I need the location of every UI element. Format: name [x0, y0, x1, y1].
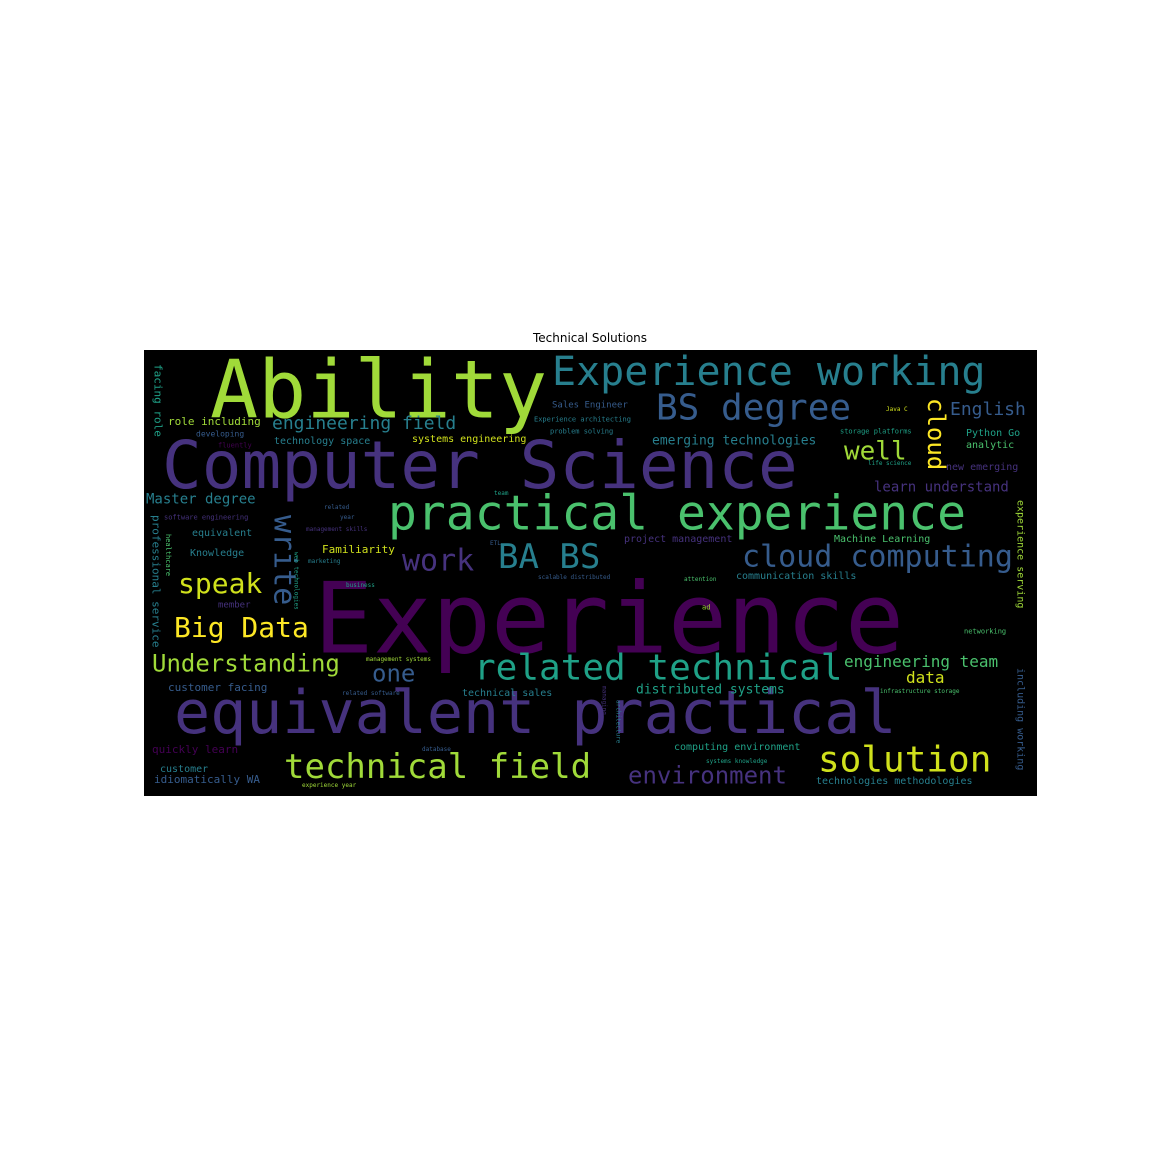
cloud-word-computing-environment: computing environment	[674, 742, 800, 753]
cloud-word-scalable-distributed: scalable distributed	[538, 574, 611, 581]
cloud-word-computer-science: Computer Science	[162, 427, 798, 504]
word-cloud: Experience Computer Science Ability equival…	[144, 350, 1037, 796]
cloud-word-project-management: project management	[624, 534, 732, 545]
cloud-word-technologies-methodologies: technologies methodologies	[816, 776, 973, 787]
cloud-word-one: one	[372, 660, 415, 688]
cloud-word-experience: Experience	[314, 562, 904, 676]
cloud-word-problem-solving: problem solving	[550, 428, 613, 436]
cloud-word-marketing: marketing	[308, 558, 341, 565]
cloud-word-equivalent-practical: equivalent practical	[174, 678, 896, 748]
cloud-word-java-c: Java C	[886, 406, 908, 413]
cloud-word-distributed-systems: distributed systems	[636, 683, 785, 698]
cloud-word-facing-role: facing role	[152, 364, 165, 437]
cloud-word-ba-bs: BA BS	[498, 537, 600, 577]
cloud-word-communication-skills: communication skills	[736, 571, 856, 582]
cloud-word-related-technical: related technical	[474, 648, 842, 689]
cloud-word-member: member	[218, 600, 251, 610]
cloud-word-role-including: role including	[168, 415, 261, 428]
cloud-word-bs-degree: BS degree	[656, 388, 851, 429]
cloud-word-attention: attention	[684, 576, 717, 583]
cloud-word-sales-engineer: Sales Engineer	[552, 400, 628, 410]
cloud-word-developing: developing	[196, 430, 244, 439]
cloud-word-familiarity: Familiarity	[322, 543, 395, 556]
cloud-word-storage-platforms: storage platforms	[840, 428, 912, 436]
cloud-word-cloud: cloud	[922, 398, 950, 470]
cloud-word-machine-learning: Machine Learning	[834, 534, 930, 545]
cloud-word-practical-experience: practical experience	[388, 485, 966, 541]
cloud-word-knowledge: Knowledge	[190, 548, 244, 559]
cloud-word-healthcare: healthcare	[164, 534, 172, 576]
cloud-word-english: English	[950, 399, 1026, 420]
cloud-word-infrastructure-storage: infrastructure storage	[880, 688, 960, 695]
cloud-word-technical-field: technical field	[284, 747, 591, 787]
cloud-word-work: work	[402, 544, 474, 579]
cloud-word-write: write	[267, 515, 302, 605]
cloud-word-management-skills: management skills	[306, 526, 368, 533]
cloud-word-master-degree: Master degree	[146, 491, 256, 507]
cloud-word-equivalent: equivalent	[192, 528, 252, 539]
cloud-word-year: year	[340, 514, 355, 521]
cloud-word-managing: managing	[601, 686, 608, 715]
cloud-word-experience-year: experience year	[302, 782, 357, 789]
cloud-word-well: well	[844, 436, 907, 466]
cloud-word-technical-sales: technical sales	[462, 688, 552, 699]
cloud-word-including-working: including working	[1015, 668, 1026, 770]
cloud-word-analytic: analytic	[966, 440, 1014, 451]
cloud-word-experience-architecting: Experience architecting	[534, 416, 631, 424]
cloud-word-ad: ad	[702, 604, 710, 612]
figure-title: Technical Solutions	[532, 331, 648, 345]
cloud-word-team: team	[494, 490, 509, 497]
cloud-word-environment: environment	[628, 762, 787, 790]
cloud-word-idiomatically-wa: idiomatically WA	[154, 773, 260, 786]
cloud-word-systems-knowledge: systems knowledge	[706, 758, 768, 765]
cloud-word-understanding: Understanding	[152, 650, 340, 678]
cloud-word-cloud-computing: cloud computing	[742, 540, 1013, 575]
cloud-word-architecture: architecture	[615, 700, 622, 744]
cloud-word-professional-service: professional service	[150, 515, 163, 647]
cloud-word-big-data: Big Data	[174, 611, 309, 644]
cloud-word-related: related	[324, 504, 350, 511]
cloud-word-software-engineering: software engineering	[164, 514, 248, 522]
cloud-word-quickly-learn: quickly learn	[152, 743, 238, 756]
cloud-word-engineering-field: engineering field	[272, 413, 456, 434]
cloud-word-ability: Ability	[210, 350, 547, 437]
cloud-word-speak: speak	[178, 567, 262, 600]
cloud-word-business: business	[346, 582, 375, 589]
cloud-word-etl: ETL	[490, 540, 501, 547]
cloud-word-networking: networking	[964, 628, 1006, 636]
cloud-word-solution: solution	[818, 740, 991, 781]
cloud-word-experience-serving: experience serving	[1015, 500, 1026, 608]
cloud-word-life-science: life science	[868, 460, 912, 467]
cloud-word-learn-understand: learn understand	[874, 479, 1009, 495]
cloud-word-emerging-technologies: emerging technologies	[652, 434, 816, 449]
cloud-word-engineering-team: engineering team	[844, 652, 998, 671]
cloud-word-experience-working: Experience working	[552, 350, 985, 395]
cloud-word-technology-space: technology space	[274, 436, 370, 447]
cloud-word-data: data	[906, 668, 945, 687]
cloud-word-python-go: Python Go	[966, 428, 1020, 439]
cloud-word-web-technologies: web technologies	[293, 552, 300, 610]
cloud-word-customer-facing: customer facing	[168, 681, 267, 694]
cloud-word-database: database	[422, 746, 451, 753]
cloud-word-customer: customer	[160, 764, 208, 775]
cloud-word-systems-engineering: systems engineering	[412, 434, 526, 445]
cloud-word-related-software: related software	[342, 690, 400, 697]
cloud-word-new-emerging: new emerging	[946, 462, 1018, 473]
cloud-word-management-systems: management systems	[366, 656, 431, 663]
cloud-word-fluently: fluently	[218, 442, 252, 450]
